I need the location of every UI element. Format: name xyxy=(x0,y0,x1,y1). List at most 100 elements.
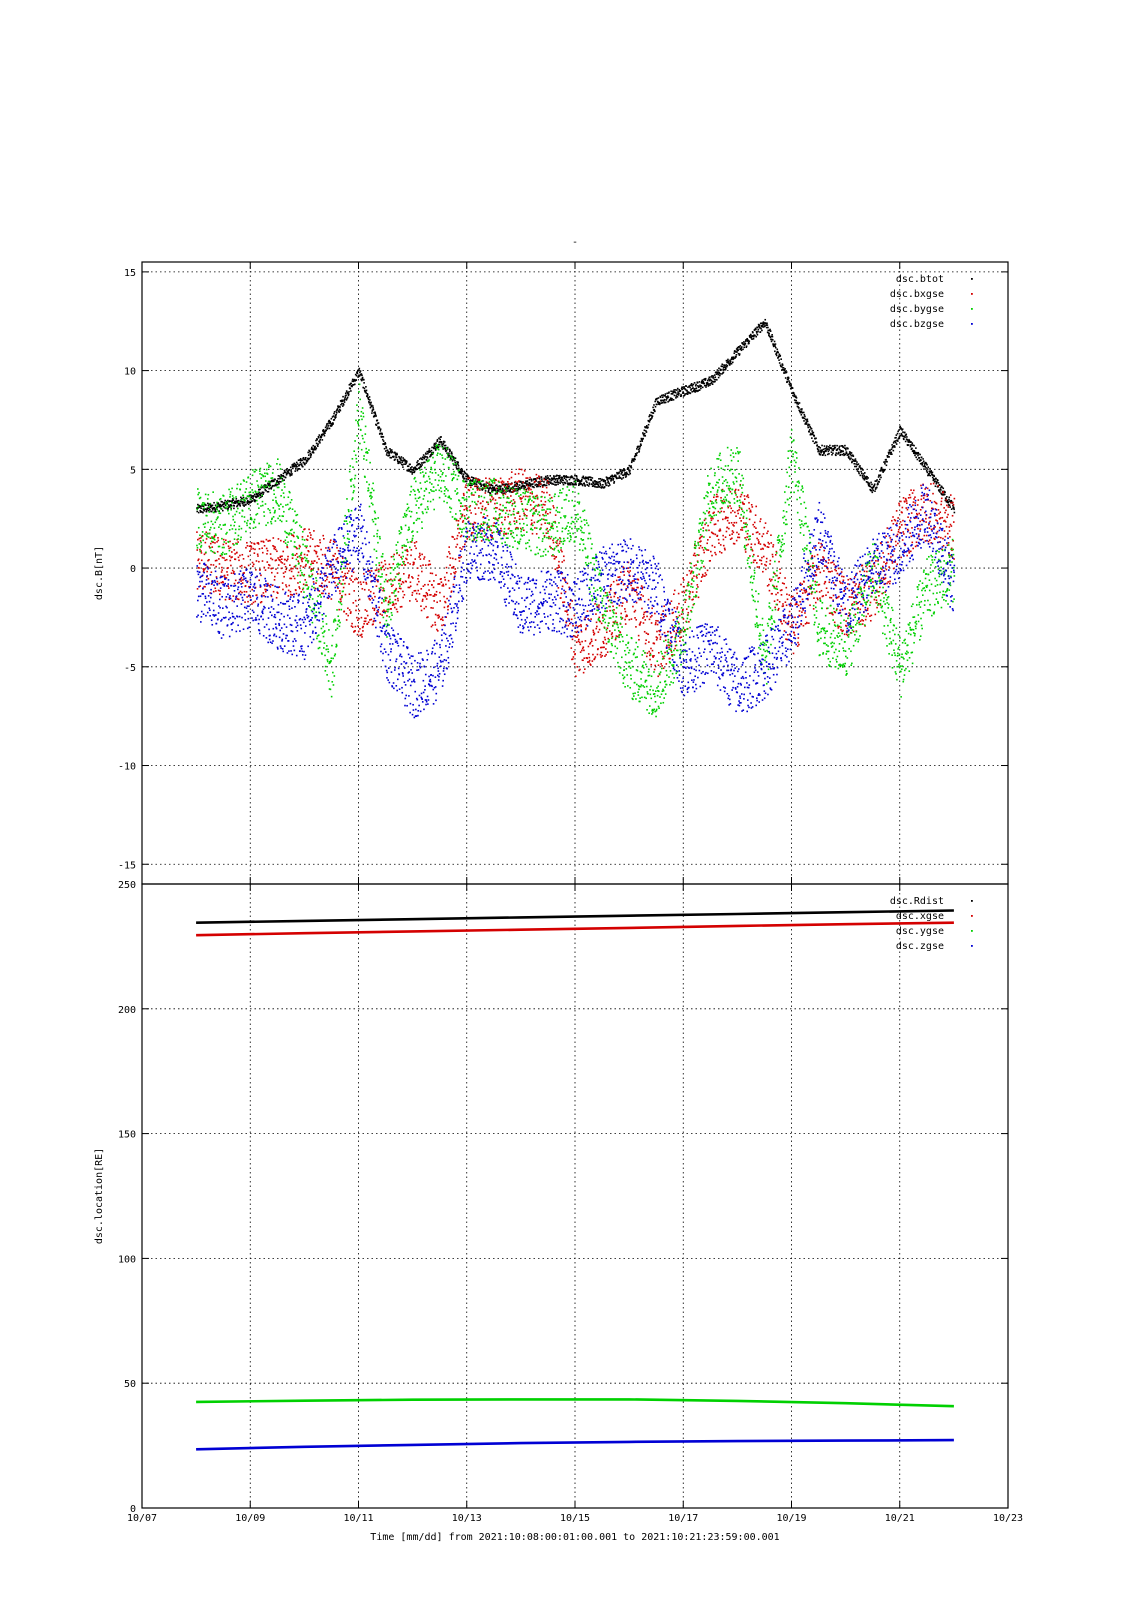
data-point xyxy=(740,348,742,350)
data-point xyxy=(358,367,361,370)
data-point xyxy=(623,570,625,573)
data-point xyxy=(376,579,378,581)
data-point xyxy=(883,578,886,580)
data-point xyxy=(749,555,751,557)
data-point xyxy=(844,444,846,447)
data-point xyxy=(883,561,885,563)
data-point xyxy=(401,459,403,462)
data-point xyxy=(658,401,661,404)
data-point xyxy=(753,329,756,331)
data-point xyxy=(454,459,456,462)
data-point xyxy=(726,526,729,529)
data-point xyxy=(595,627,598,630)
data-point xyxy=(345,576,347,578)
data-point xyxy=(410,554,412,557)
data-point xyxy=(300,463,303,465)
data-point xyxy=(820,449,822,452)
data-point xyxy=(327,560,329,563)
data-point xyxy=(804,422,807,425)
data-point xyxy=(851,460,853,463)
data-point xyxy=(485,481,488,483)
data-point xyxy=(858,600,861,603)
data-point xyxy=(408,575,410,577)
data-point xyxy=(644,619,647,621)
data-point xyxy=(289,473,292,476)
data-point xyxy=(725,516,728,519)
data-point xyxy=(766,546,769,548)
data-point xyxy=(845,633,848,636)
data-point xyxy=(659,630,661,633)
data-point xyxy=(206,502,209,505)
data-point xyxy=(567,483,570,486)
data-point xyxy=(652,406,654,409)
data-point xyxy=(635,453,637,455)
data-point xyxy=(587,653,590,655)
data-point xyxy=(318,434,321,436)
data-point xyxy=(612,621,615,624)
data-point xyxy=(233,570,235,573)
data-point xyxy=(399,462,402,464)
data-point xyxy=(671,393,674,395)
data-point xyxy=(916,504,919,506)
data-point xyxy=(273,545,275,548)
data-point xyxy=(217,536,219,539)
data-point xyxy=(755,531,758,534)
data-point xyxy=(541,506,544,509)
data-point xyxy=(560,481,563,483)
data-point xyxy=(676,396,679,398)
data-point xyxy=(256,493,258,496)
data-point xyxy=(917,527,919,530)
data-point xyxy=(246,596,248,598)
data-point xyxy=(584,640,587,642)
data-point xyxy=(387,450,390,453)
data-point xyxy=(400,456,403,458)
data-point xyxy=(204,541,207,544)
data-point xyxy=(400,583,403,586)
data-point xyxy=(408,468,410,471)
data-point xyxy=(917,454,919,457)
data-point xyxy=(728,364,731,366)
data-point xyxy=(637,586,639,589)
data-point xyxy=(426,456,428,458)
data-point xyxy=(843,589,846,592)
data-point xyxy=(853,601,856,603)
data-point xyxy=(405,557,407,560)
data-point xyxy=(274,559,277,562)
data-point xyxy=(710,382,712,385)
data-point xyxy=(757,323,760,326)
data-point xyxy=(573,480,576,483)
data-point xyxy=(898,429,900,431)
data-point xyxy=(304,579,306,581)
data-point xyxy=(302,461,305,464)
data-point xyxy=(698,573,700,576)
data-point xyxy=(812,608,815,610)
data-point xyxy=(428,451,431,453)
data-point xyxy=(526,480,529,482)
data-point xyxy=(701,573,704,576)
data-point xyxy=(625,614,628,616)
data-point xyxy=(822,454,824,456)
data-point xyxy=(737,536,739,539)
data-point xyxy=(303,573,306,576)
data-point xyxy=(858,472,860,475)
data-point xyxy=(915,512,918,515)
data-point xyxy=(292,463,294,466)
data-point xyxy=(245,546,247,549)
data-point xyxy=(301,588,304,591)
data-point xyxy=(599,482,601,485)
data-point xyxy=(268,483,271,485)
data-point xyxy=(698,547,701,549)
series-dsc-btot xyxy=(196,318,956,514)
data-point xyxy=(644,435,647,437)
data-point xyxy=(324,572,327,575)
data-point xyxy=(584,616,586,619)
data-point xyxy=(566,482,569,484)
data-point xyxy=(930,483,932,485)
data-point xyxy=(424,456,427,458)
data-point xyxy=(806,622,808,624)
data-point xyxy=(415,541,418,543)
data-point xyxy=(526,484,529,487)
data-point xyxy=(281,477,284,480)
data-point xyxy=(792,595,794,598)
data-point xyxy=(621,474,624,476)
